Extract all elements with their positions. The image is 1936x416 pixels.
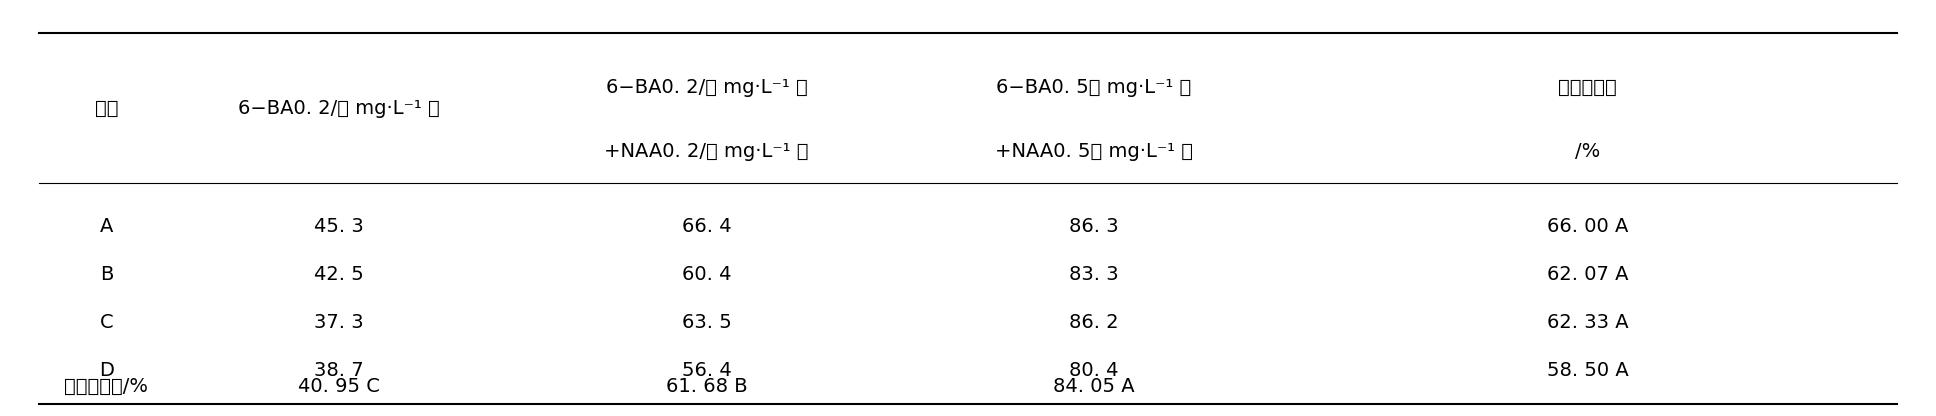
Text: C: C [99,313,114,332]
Text: 86. 2: 86. 2 [1069,313,1119,332]
Text: 60. 4: 60. 4 [681,265,732,284]
Text: 58. 50 A: 58. 50 A [1547,361,1628,380]
Text: 84. 05 A: 84. 05 A [1053,377,1134,396]
Text: /%: /% [1574,142,1601,161]
Text: 61. 68 B: 61. 68 B [666,377,747,396]
Text: 诱导率平均: 诱导率平均 [1558,78,1617,97]
Text: 62. 07 A: 62. 07 A [1547,265,1628,284]
Text: 80. 4: 80. 4 [1069,361,1119,380]
Text: 38. 7: 38. 7 [314,361,364,380]
Text: +NAA0. 5（ mg·L⁻¹ ）: +NAA0. 5（ mg·L⁻¹ ） [995,142,1193,161]
Text: 诱导率平均/%: 诱导率平均/% [64,377,149,396]
Text: 83. 3: 83. 3 [1069,265,1119,284]
Text: 66. 4: 66. 4 [681,217,732,236]
Text: 6−BA0. 2/（ mg·L⁻¹ ）: 6−BA0. 2/（ mg·L⁻¹ ） [238,99,439,118]
Text: 66. 00 A: 66. 00 A [1547,217,1628,236]
Text: 63. 5: 63. 5 [681,313,732,332]
Text: 品种: 品种 [95,99,118,118]
Text: 40. 95 C: 40. 95 C [298,377,379,396]
Text: D: D [99,361,114,380]
Text: 37. 3: 37. 3 [314,313,364,332]
Text: 6−BA0. 5（ mg·L⁻¹ ）: 6−BA0. 5（ mg·L⁻¹ ） [997,78,1191,97]
Text: 42. 5: 42. 5 [314,265,364,284]
Text: 62. 33 A: 62. 33 A [1547,313,1628,332]
Text: A: A [101,217,112,236]
Text: B: B [101,265,112,284]
Text: 56. 4: 56. 4 [681,361,732,380]
Text: 45. 3: 45. 3 [314,217,364,236]
Text: 86. 3: 86. 3 [1069,217,1119,236]
Text: +NAA0. 2/（ mg·L⁻¹ ）: +NAA0. 2/（ mg·L⁻¹ ） [604,142,809,161]
Text: 6−BA0. 2/（ mg·L⁻¹ ）: 6−BA0. 2/（ mg·L⁻¹ ） [606,78,807,97]
